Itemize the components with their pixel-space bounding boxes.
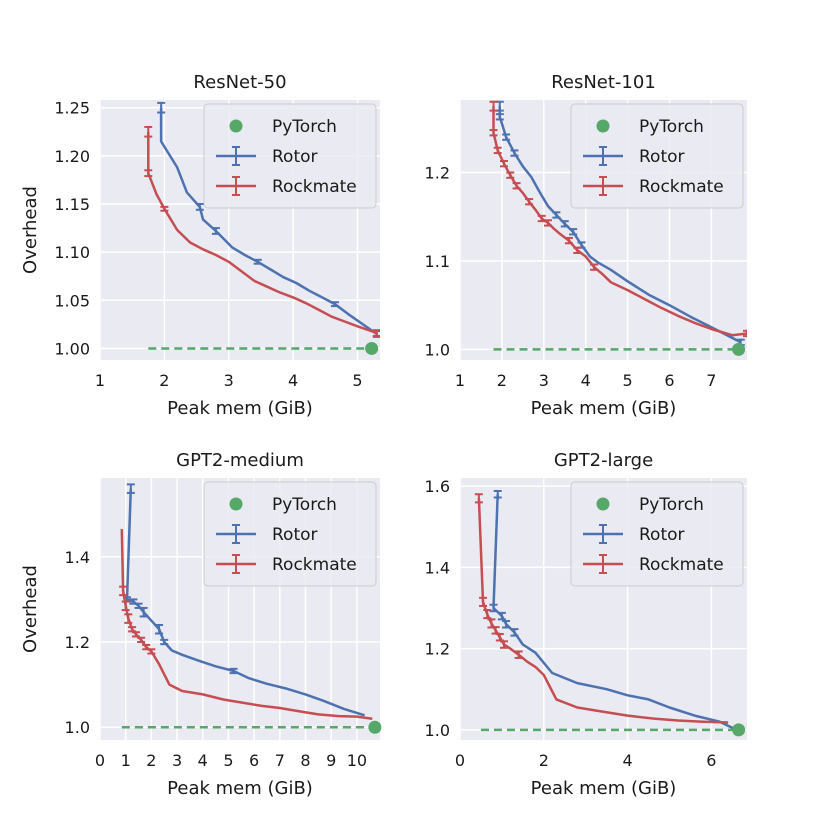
y-tick-label: 1.4 [65, 548, 90, 567]
x-tick-label: 8 [300, 751, 310, 770]
x-tick-label: 2 [497, 371, 507, 390]
legend: PyTorch Rotor Rockmate [570, 481, 744, 587]
rotor-line [492, 494, 742, 734]
x-tick-label: 4 [198, 751, 208, 770]
x-tick-label: 2 [146, 751, 156, 770]
rockmate-line [120, 529, 373, 720]
legend-label-rockmate: Rockmate [639, 177, 724, 197]
legend-box [203, 103, 377, 209]
y-tick-label: 1.0 [425, 340, 450, 359]
legend-label-pytorch: PyTorch [272, 495, 337, 515]
rotor-line [159, 107, 378, 336]
legend-label-rotor: Rotor [639, 147, 685, 167]
x-tick-label: 1 [121, 751, 131, 770]
x-tick-label: 7 [275, 751, 285, 770]
x-tick-label: 6 [249, 751, 259, 770]
x-tick-label: 5 [223, 751, 233, 770]
x-tick-label: 2 [539, 751, 549, 770]
x-tick-label: 7 [706, 371, 716, 390]
legend-marker-pytorch [229, 119, 243, 133]
y-axis-label: Overhead [20, 186, 41, 274]
data-layer [144, 101, 380, 350]
legend-marker-pytorch [596, 497, 610, 511]
data-layer [489, 100, 747, 351]
panel-2: 1 2 3 4 5 6 7 1.0 1.1 1.2 ResNet-101 Peak mem (GiB)… [425, 72, 747, 419]
x-tick-label: 1 [455, 371, 465, 390]
x-tick-label: 2 [159, 371, 169, 390]
panel-4: 0 2 4 6 1.0 1.2 1.4 1.6 GPT2-large Peak mem (GiB)… [425, 450, 747, 799]
pytorch-point [732, 342, 746, 356]
y-tick-label: 1.2 [65, 633, 90, 652]
x-tick-label: 5 [352, 371, 362, 390]
x-tick-label: 1 [95, 371, 105, 390]
x-tick-label: 10 [347, 751, 367, 770]
y-tick-label: 1.2 [425, 164, 450, 183]
y-tick-label: 1.25 [54, 99, 90, 118]
pytorch-point [732, 723, 746, 737]
legend-label-pytorch: PyTorch [639, 117, 704, 137]
legend-box [203, 481, 377, 587]
legend-label-rockmate: Rockmate [639, 555, 724, 575]
x-tick-label: 6 [664, 371, 674, 390]
x-tick-label: 0 [455, 751, 465, 770]
y-tick-label: 1.6 [425, 477, 450, 496]
x-tick-label: 3 [539, 371, 549, 390]
legend-label-rockmate: Rockmate [272, 555, 357, 575]
x-tick-label: 4 [288, 371, 298, 390]
chart-title: GPT2-medium [176, 450, 304, 471]
x-axis-label: Peak mem (GiB) [167, 778, 313, 799]
pytorch-point [365, 341, 379, 355]
x-tick-label: 6 [706, 751, 716, 770]
y-axis-label: Overhead [20, 565, 41, 653]
y-tick-label: 1.0 [65, 718, 90, 737]
y-tick-label: 1.20 [54, 147, 90, 166]
pytorch-point [368, 720, 382, 734]
data-layer [474, 489, 742, 734]
x-tick-label: 0 [95, 751, 105, 770]
x-axis-label: Peak mem (GiB) [531, 778, 677, 799]
chart-title: GPT2-large [554, 450, 653, 471]
panel-3: 0 1 2 3 4 5 6 7 8 9 10 1.0 1.2 1.4 GPT2-medium Peak mem… [20, 450, 382, 799]
x-tick-label: 4 [581, 371, 591, 390]
x-tick-label: 3 [172, 751, 182, 770]
legend-label-rockmate: Rockmate [272, 177, 357, 197]
y-tick-label: 1.2 [425, 640, 450, 659]
legend-label-rotor: Rotor [272, 525, 318, 545]
legend-marker-pytorch [229, 497, 243, 511]
x-tick-label: 4 [622, 751, 632, 770]
rockmate-line [147, 131, 378, 335]
x-tick-label: 5 [622, 371, 632, 390]
y-tick-label: 1.15 [54, 195, 90, 214]
y-tick-label: 1.05 [54, 291, 90, 310]
legend-marker-pytorch [596, 119, 610, 133]
y-tick-label: 1.0 [425, 721, 450, 740]
x-axis-label: Peak mem (GiB) [167, 398, 313, 419]
x-axis-label: Peak mem (GiB) [531, 398, 677, 419]
y-tick-label: 1.10 [54, 243, 90, 262]
y-tick-label: 1.1 [425, 252, 450, 271]
x-tick-label: 3 [224, 371, 234, 390]
legend: PyTorch Rotor Rockmate [203, 103, 377, 209]
chart-title: ResNet-50 [193, 72, 286, 93]
y-tick-label: 1.4 [425, 558, 450, 577]
legend-label-pytorch: PyTorch [272, 117, 337, 137]
chart-title: ResNet-101 [551, 72, 656, 93]
legend-label-pytorch: PyTorch [639, 495, 704, 515]
legend-label-rotor: Rotor [272, 147, 318, 167]
legend: PyTorch Rotor Rockmate [570, 103, 744, 209]
y-tick-label: 1.00 [54, 339, 90, 358]
legend-box [570, 481, 744, 587]
x-tick-label: 9 [326, 751, 336, 770]
legend-box [570, 103, 744, 209]
panel-1: 1 2 3 4 5 1.00 1.05 1.10 1.15 1.20 1.25 ResNet-50 Pe… [20, 72, 380, 419]
legend-label-rotor: Rotor [639, 525, 685, 545]
data-layer [119, 483, 375, 729]
legend: PyTorch Rotor Rockmate [203, 481, 377, 587]
